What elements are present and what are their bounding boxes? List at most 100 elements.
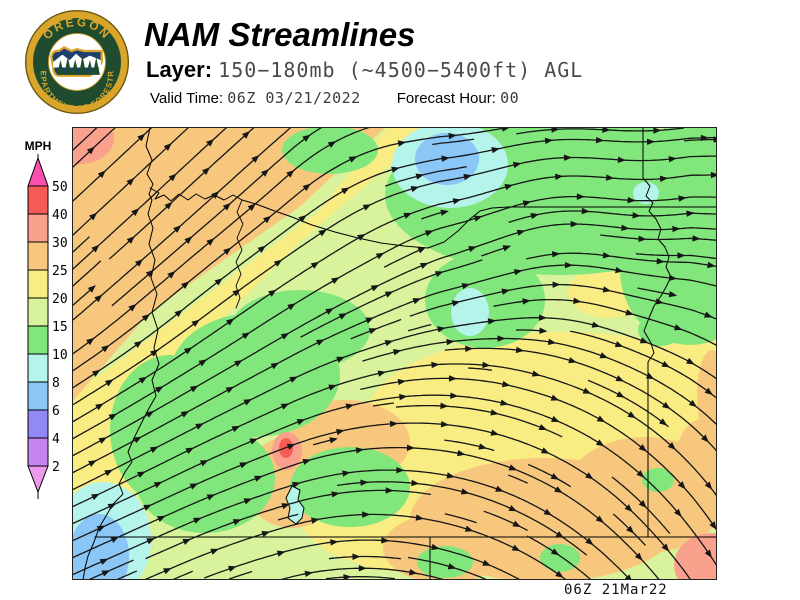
flow-arrow-icon: [261, 530, 271, 538]
flow-arrow-icon: [399, 393, 408, 401]
flow-arrow-icon: [667, 442, 676, 450]
streamline: [385, 165, 467, 187]
flow-arrow-icon: [448, 132, 457, 140]
speed-region-orange: [72, 127, 386, 402]
flow-arrow-icon: [551, 415, 560, 422]
flow-arrow-icon: [311, 517, 320, 524]
flow-arrow-icon: [668, 290, 678, 298]
flow-arrow-icon: [673, 324, 683, 331]
flow-arrow-icon: [243, 399, 253, 406]
legend-segment: [27, 409, 49, 439]
flow-arrow-icon: [673, 508, 682, 517]
flow-arrow-icon: [325, 308, 334, 315]
streamline: [360, 377, 717, 532]
streamline: [493, 298, 717, 347]
streamline: [72, 174, 717, 423]
flow-arrow-icon: [241, 130, 251, 139]
flow-arrow-icon: [596, 415, 606, 423]
streamline: [72, 469, 632, 580]
streamline: [409, 283, 717, 320]
flow-arrow-icon: [331, 491, 340, 498]
flow-arrow-icon: [543, 508, 553, 516]
flow-arrow-icon: [658, 418, 668, 426]
flow-arrow-icon: [302, 134, 311, 142]
flow-arrow-icon: [447, 563, 457, 570]
flow-arrow-icon: [286, 443, 296, 450]
flow-arrow-icon: [287, 303, 296, 311]
flow-arrow-icon: [384, 340, 394, 347]
flow-arrow-icon: [710, 171, 717, 179]
streamline: [312, 438, 334, 446]
flow-arrow-icon: [249, 438, 258, 445]
legend-segment: [27, 297, 49, 327]
flow-arrow-icon: [544, 137, 554, 145]
flow-arrow-icon: [446, 338, 455, 346]
streamline: [395, 404, 563, 438]
flow-arrow-icon: [704, 387, 713, 396]
flow-arrow-icon: [141, 313, 150, 322]
flow-arrow-icon: [182, 538, 192, 545]
streamline: [86, 559, 134, 580]
flow-arrow-icon: [206, 238, 215, 246]
streamline: [637, 287, 673, 296]
flow-arrow-icon: [625, 309, 634, 316]
flow-arrow-icon: [595, 136, 605, 144]
flow-arrow-icon: [298, 215, 307, 223]
flow-arrow-icon: [101, 345, 110, 353]
flow-arrow-icon: [336, 356, 345, 363]
flow-arrow-icon: [551, 251, 561, 258]
flow-arrow-icon: [522, 200, 532, 207]
flow-arrow-icon: [668, 274, 678, 282]
streamline: [72, 195, 717, 440]
flow-arrow-icon: [677, 252, 686, 259]
flow-arrow-icon: [473, 215, 483, 222]
flow-arrow-icon: [318, 229, 327, 237]
flow-arrow-icon: [254, 475, 263, 482]
flow-arrow-icon: [270, 362, 280, 370]
legend-arrow-top-icon: [27, 156, 49, 187]
streamline: [72, 127, 99, 152]
streamline: [515, 329, 544, 332]
flow-arrow-icon: [626, 525, 635, 534]
flow-arrow-icon: [582, 387, 592, 394]
flow-arrow-icon: [707, 261, 716, 269]
flow-arrow-icon: [585, 472, 594, 480]
flow-arrow-icon: [241, 332, 251, 340]
legend-segment: [27, 185, 49, 215]
flow-arrow-icon: [137, 471, 146, 478]
flow-arrow-icon: [646, 138, 656, 146]
flow-arrow-icon: [286, 169, 295, 178]
map-frame: [72, 127, 717, 580]
flow-arrow-icon: [617, 156, 626, 163]
flow-arrow-icon: [460, 488, 470, 495]
flow-arrow-icon: [110, 536, 120, 543]
flow-arrow-icon: [452, 198, 462, 205]
flow-arrow-icon: [328, 384, 337, 391]
speed-region-green: [417, 546, 473, 578]
flow-arrow-icon: [357, 234, 366, 241]
flow-arrow-icon: [260, 169, 270, 177]
forecast-hour-value: 00: [500, 89, 520, 107]
flow-arrow-icon: [552, 281, 561, 288]
legend-segment: [27, 241, 49, 271]
speed-region-cyan: [451, 288, 489, 336]
flow-arrow-icon: [228, 565, 237, 572]
streamline: [407, 323, 432, 332]
flow-arrow-icon: [231, 425, 241, 433]
wind-speed-legend: MPH 50 40 30 25 20 15 10 8 6 4 2: [25, 139, 68, 499]
page-title: NAM Streamlines: [144, 16, 416, 53]
flow-arrow-icon: [570, 220, 579, 228]
flow-arrow-icon: [686, 210, 695, 217]
flow-arrow-icon: [437, 326, 446, 333]
legend-arrow-bottom-icon: [27, 465, 49, 494]
flow-arrow-icon: [232, 289, 241, 297]
flow-arrow-icon: [550, 548, 560, 556]
legend-label: 15: [52, 320, 68, 335]
flow-arrow-icon: [602, 252, 612, 259]
flow-arrow-icon: [511, 544, 521, 552]
flow-arrow-icon: [164, 201, 173, 210]
legend-title: MPH: [25, 139, 52, 153]
flow-arrow-icon: [174, 309, 183, 318]
flow-arrow-icon: [199, 460, 209, 467]
